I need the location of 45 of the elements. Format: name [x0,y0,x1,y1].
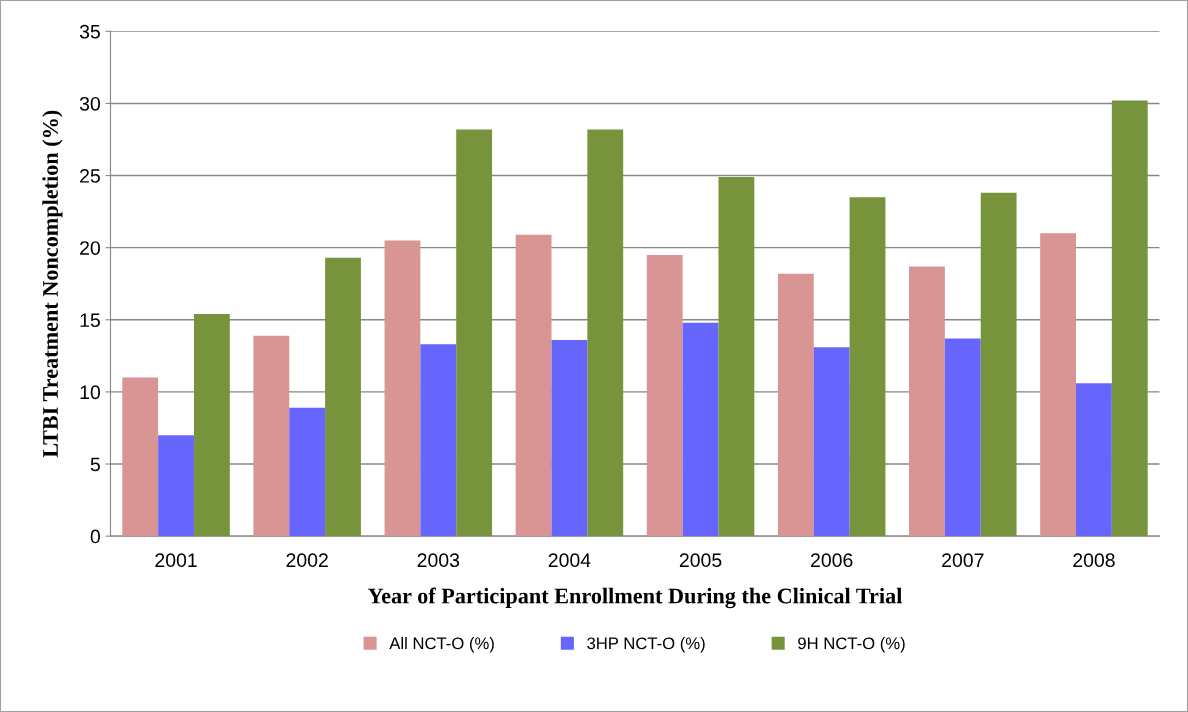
bar [420,344,457,537]
bar [813,347,850,537]
bar [193,314,230,537]
bar [849,197,886,537]
bar [384,240,421,537]
y-tick-label: 35 [79,24,100,39]
bar [682,322,719,537]
bar [909,266,945,537]
bar [1076,383,1112,537]
y-tick-label: 10 [80,385,100,400]
x-tick-label: 2006 [811,553,853,568]
y-tick-label: 0 [90,529,100,544]
bar [1111,100,1148,537]
y-tick-label: 25 [80,169,100,183]
x-tick-label: 2005 [679,553,722,568]
y-tick-label: 5 [90,457,100,472]
y-axis-title: LTBI Treatment Noncompletion (%) [42,110,63,458]
x-tick-label: 2007 [942,553,984,568]
bar [777,273,814,537]
y-tick-label: 30 [79,96,100,111]
bar [253,335,290,537]
bar [456,129,493,537]
bar [718,177,755,537]
bar [646,254,683,537]
bar [515,234,552,537]
x-tick-label: 2002 [286,553,328,568]
bar [1040,233,1076,537]
bar [325,257,361,537]
x-tick-label: 2008 [1073,553,1115,568]
bar [944,338,981,537]
legend-label: 9H NCT-O (%) [798,636,905,653]
legend-label: All NCT-O (%) [389,636,494,653]
bar [122,377,159,537]
bar [587,129,624,537]
bar [551,339,588,537]
y-tick-label: 15 [80,313,100,328]
y-tick-label: 20 [80,241,100,255]
x-tick-label: 2004 [548,553,591,568]
bar [158,435,194,537]
x-tick-label: 2001 [155,553,197,568]
bar [980,192,1017,537]
bar [289,407,326,537]
x-axis-title: Year of Participant Enrollment During the Clinical Trial [367,587,903,609]
x-tick-label: 2003 [417,553,460,568]
legend-label: 3HP NCT-O (%) [587,636,705,653]
